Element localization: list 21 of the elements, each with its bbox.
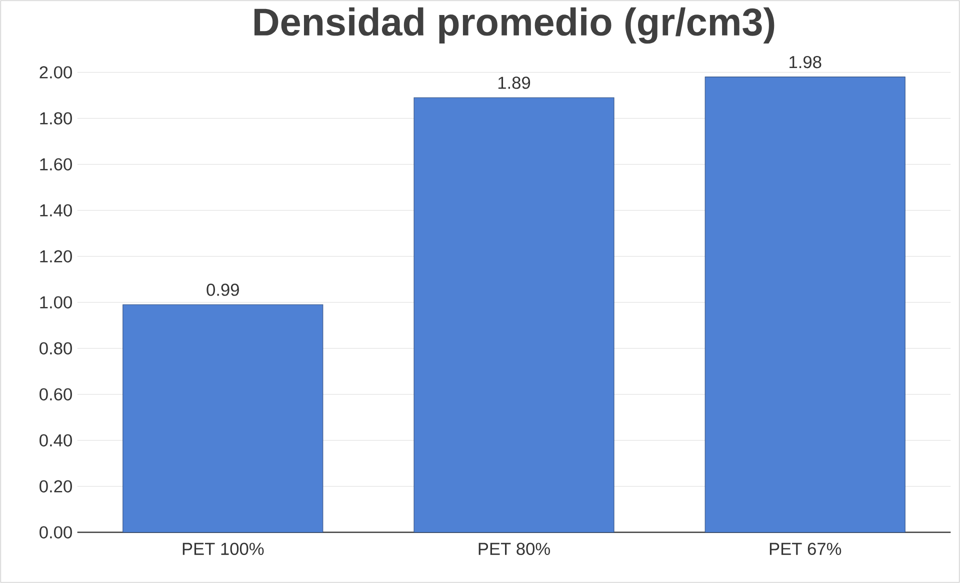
x-tick-label: PET 67%	[770, 542, 842, 556]
data-label: 1.89	[498, 76, 530, 89]
bar	[704, 76, 906, 533]
y-tick-label: 0.80	[40, 342, 72, 354]
data-label: 0.99	[206, 284, 239, 296]
bar	[414, 97, 614, 533]
x-tick-label: PET 100%	[182, 542, 264, 556]
data-label: 1.98	[790, 56, 822, 68]
y-tick-label: 1.60	[40, 158, 72, 170]
y-tick-label: 2.00	[40, 66, 72, 78]
y-tick-label: 1.00	[40, 296, 72, 308]
bar	[122, 304, 324, 533]
y-tick-label: 0.60	[40, 388, 72, 400]
y-tick-label: 0.40	[40, 434, 72, 446]
y-tick-label: 0.00	[40, 526, 72, 538]
x-tick-label: PET 80%	[478, 542, 550, 556]
chart-title: Densidad promedio (gr/cm3)	[254, 7, 774, 44]
y-tick-label: 0.20	[40, 480, 72, 492]
y-tick-label: 1.80	[40, 112, 72, 124]
y-tick-label: 1.20	[40, 250, 72, 262]
y-tick-label: 1.40	[40, 204, 72, 216]
